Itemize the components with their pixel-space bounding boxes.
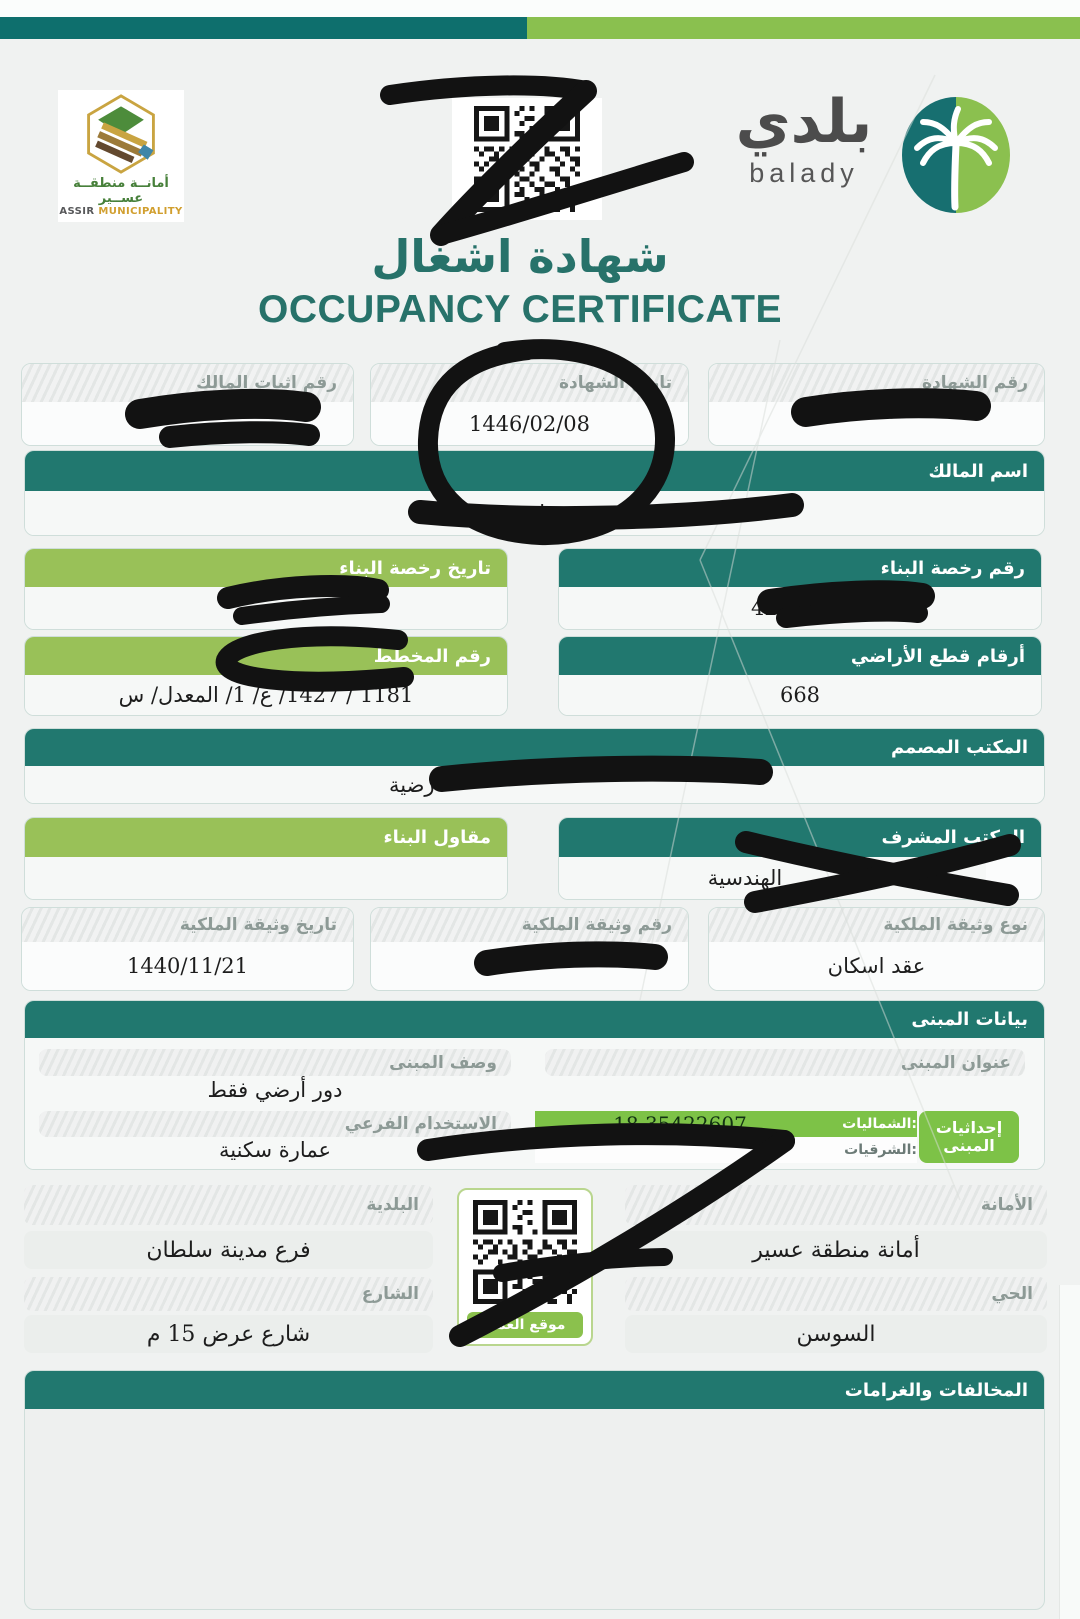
designer-office-label: المكتب المصمم	[25, 729, 1044, 766]
certificate-date-label: تاريخ الشهادة	[371, 364, 688, 402]
field-owner-id-number: رقم اثبات المالك	[21, 363, 354, 446]
redaction-z-top-qr	[380, 75, 596, 105]
violations-body	[25, 1409, 1044, 1609]
coordinates-east-row: الشرقيات:	[535, 1137, 917, 1163]
field-building-contractor: مقاول البناء	[24, 817, 508, 900]
assir-name-english: ASSIR MUNICIPALITY	[58, 206, 184, 217]
building-description-value: دور أرضي فقط	[207, 1078, 343, 1102]
document-title-english: OCCUPANCY CERTIFICATE	[257, 288, 782, 331]
certificate-number-label: رقم الشهادة	[709, 364, 1044, 402]
header-bar-green	[527, 17, 1080, 39]
ownership-doc-number-label: رقم وثيقة الملكية	[371, 908, 688, 942]
building-data-title: بيانات المبنى	[25, 1001, 1044, 1038]
field-building-permit-number: رقم رخصة البناء 420	[558, 548, 1042, 630]
building-address-label: عنوان المبنى	[545, 1049, 1025, 1076]
header-bar-teal	[0, 17, 527, 39]
field-plan-number: رقم المخطط 1181 / 1427/ ع/ 1/ المعدل/ س	[24, 636, 508, 716]
field-building-permit-date: تاريخ رخصة البناء	[24, 548, 508, 630]
land-plot-numbers-value: 668	[559, 675, 1041, 715]
field-land-plot-numbers: أرقام قطع الأراضي 668	[558, 636, 1042, 716]
section-violations: المخالفات والغرامات	[24, 1370, 1045, 1610]
assir-name-arabic: أمانــة منطقــة عســير	[73, 176, 169, 206]
paper-scan-edge	[1059, 1285, 1080, 1619]
assir-emblem-icon	[87, 94, 155, 174]
ownership-doc-type-label: نوع وثيقة الملكية	[709, 908, 1044, 942]
designer-office-value: رضية	[25, 766, 1044, 803]
owner-id-label: رقم اثبات المالك	[22, 364, 353, 402]
street-value: شارع عرض 15 م	[24, 1315, 433, 1353]
field-supervising-office: المكتب المشرف الهندسية	[558, 817, 1042, 900]
ownership-doc-date-label: تاريخ وثيقة الملكية	[22, 908, 353, 942]
certificate-qr-code	[452, 98, 602, 220]
building-contractor-value	[25, 857, 507, 899]
section-building-data: بيانات المبنى عنوان المبنى وصف المبنى دو…	[24, 1000, 1045, 1170]
assir-municipality-logo: أمانــة منطقــة عســير ASSIR MUNICIPALIT…	[58, 90, 184, 222]
building-contractor-label: مقاول البناء	[25, 818, 507, 857]
coordinates-label-line1: إحداثيات	[935, 1117, 1003, 1137]
supervising-office-label: المكتب المشرف	[559, 818, 1041, 857]
district-value: السوسن	[625, 1315, 1047, 1353]
field-ownership-doc-number: رقم وثيقة الملكية	[370, 907, 689, 991]
work-site-qr-icon	[473, 1200, 577, 1304]
coordinates-north-label: الشماليات:	[842, 1116, 917, 1132]
district-label: الحي	[625, 1277, 1047, 1311]
work-site-qr-card: موقع العمل	[457, 1188, 593, 1346]
violations-label: المخالفات والغرامات	[25, 1371, 1044, 1409]
field-certificate-number: رقم الشهادة	[708, 363, 1045, 446]
document-title-arabic: شهادة اشغال	[371, 230, 669, 283]
land-plot-numbers-label: أرقام قطع الأراضي	[559, 637, 1041, 675]
qr-code-icon	[474, 106, 580, 212]
building-permit-date-label: تاريخ رخصة البناء	[25, 549, 507, 587]
ownership-doc-number-value	[371, 942, 688, 990]
certificate-date-value: 1446/02/08	[371, 402, 688, 445]
assir-en-primary: ASSIR	[59, 206, 95, 217]
coordinates-label-line2: المبنى	[943, 1136, 995, 1155]
field-certificate-date: تاريخ الشهادة 1446/02/08	[370, 363, 689, 446]
field-owner-name: اسم المالك بن عايض عـ	[24, 450, 1045, 536]
amanah-value: أمانة منطقة عسير	[625, 1231, 1047, 1269]
coordinates-east-label: الشرقيات:	[844, 1142, 917, 1158]
page-top-margin	[0, 0, 1080, 17]
ownership-doc-type-value: عقد اسكان	[709, 942, 1044, 990]
coordinates-north-value: 18.35422607	[613, 1112, 747, 1136]
field-designer-office: المكتب المصمم رضية	[24, 728, 1045, 804]
ownership-doc-date-value: 1440/11/21	[22, 942, 353, 990]
coordinates-label: إحداثيات المبنى	[919, 1111, 1019, 1163]
coordinates-rows: 18.35422607 الشماليات: الشرقيات:	[535, 1111, 917, 1163]
amanah-label: الأمانة	[625, 1185, 1047, 1225]
building-data-body: عنوان المبنى وصف المبنى دور أرضي فقط الا…	[25, 1038, 1044, 1169]
building-coordinates: إحداثيات المبنى 18.35422607 الشماليات: ا…	[535, 1111, 1019, 1163]
street-label: الشارع	[24, 1277, 433, 1311]
supervising-office-value: الهندسية	[559, 857, 986, 899]
field-ownership-doc-date: تاريخ وثيقة الملكية 1440/11/21	[21, 907, 354, 991]
plan-number-value: 1181 / 1427/ ع/ 1/ المعدل/ س	[25, 675, 507, 715]
sub-use-value: عمارة سكنية	[218, 1138, 331, 1162]
owner-name-value: بن عايض عـ	[25, 491, 1044, 535]
balady-palm-icon	[902, 97, 1010, 213]
certificate-number-value	[709, 402, 1044, 445]
balady-wordmark-arabic: بلدي	[735, 87, 873, 157]
municipality-value: فرع مدينة سلطان	[24, 1231, 433, 1269]
building-permit-number-value: 420	[559, 587, 1041, 629]
coordinates-north-row: 18.35422607 الشماليات:	[535, 1111, 917, 1137]
building-description-label: وصف المبنى	[39, 1049, 511, 1076]
sub-use-label: الاستخدام الفرعي	[39, 1111, 511, 1137]
work-site-qr-label: موقع العمل	[467, 1312, 583, 1338]
building-permit-number-label: رقم رخصة البناء	[559, 549, 1041, 587]
owner-id-value	[22, 402, 353, 445]
assir-en-secondary: MUNICIPALITY	[98, 206, 183, 217]
balady-wordmark-english: balady	[749, 158, 859, 188]
plan-number-label: رقم المخطط	[25, 637, 507, 675]
building-permit-date-value	[25, 587, 507, 629]
owner-name-label: اسم المالك	[25, 451, 1044, 491]
field-ownership-doc-type: نوع وثيقة الملكية عقد اسكان	[708, 907, 1045, 991]
municipality-label: البلدية	[24, 1185, 433, 1225]
